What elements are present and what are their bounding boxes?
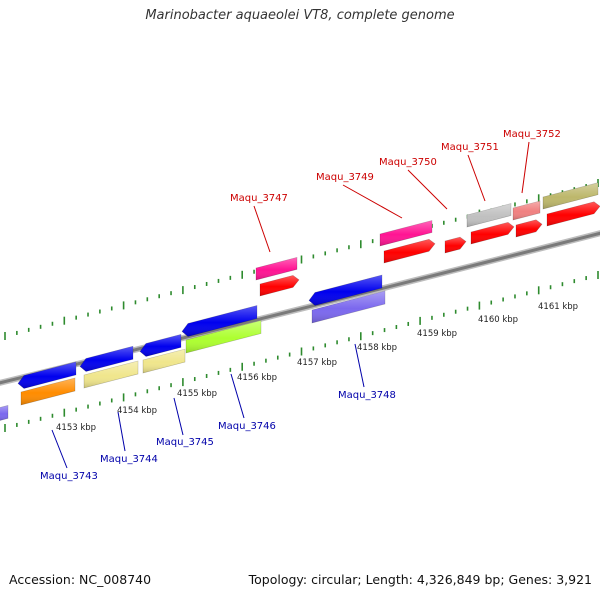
gene-label-maqu-3750: Maqu_3750 (379, 157, 437, 168)
kbp-label: 4160 kbp (478, 315, 518, 325)
leader-line (407, 169, 448, 210)
gene-labels-top: Maqu_3747 Maqu_3749 Maqu_3750 Maqu_3751 … (230, 129, 561, 204)
gene-feature-shading (516, 219, 542, 237)
gene-label-maqu-3745: Maqu_3745 (156, 437, 214, 448)
tick-tracks (4, 179, 599, 432)
gene-feature-shading (21, 377, 75, 405)
gene-feature-shading (380, 220, 432, 246)
leader-line (467, 154, 486, 202)
gene-feature-shading (182, 305, 257, 337)
gene-feature-shading (84, 360, 138, 388)
gene-features (0, 182, 600, 421)
leader-line (173, 397, 184, 436)
gene-label-maqu-3751: Maqu_3751 (441, 142, 499, 153)
kbp-labels: 4153 kbp 4154 kbp 4155 kbp 4156 kbp 4157… (56, 302, 578, 433)
gene-label-maqu-3746: Maqu_3746 (218, 421, 276, 432)
kbp-label: 4153 kbp (56, 423, 96, 433)
gene-feature-shading (140, 334, 181, 357)
gene-feature-shading (143, 349, 185, 373)
leader-line (51, 429, 68, 469)
gene-label-maqu-3748: Maqu_3748 (338, 390, 396, 401)
gene-label-maqu-3743: Maqu_3743 (40, 471, 98, 482)
gene-feature-shading (543, 182, 598, 209)
gene-feature-shading (80, 346, 133, 372)
gene-feature-shading (467, 203, 511, 227)
genome-backbone-core (0, 231, 600, 385)
leader-line (253, 205, 271, 253)
gene-feature-shading (0, 405, 8, 421)
leader-line (354, 343, 365, 388)
gene-feature-shading (186, 320, 261, 353)
kbp-label: 4154 kbp (117, 406, 157, 416)
gene-feature-shading (309, 275, 382, 306)
gene-label-maqu-3747: Maqu_3747 (230, 193, 288, 204)
label-leaders (51, 141, 530, 469)
gene-feature-shading (471, 222, 514, 244)
gene-label-maqu-3752: Maqu_3752 (503, 129, 561, 140)
gene-feature-shading (260, 275, 299, 296)
kbp-label: 4155 kbp (177, 389, 217, 399)
gene-feature-shading (547, 201, 600, 226)
gene-label-maqu-3744: Maqu_3744 (100, 454, 158, 465)
gene-feature-shading (445, 237, 466, 253)
accession-text: Accession: NC_008740 (9, 572, 152, 587)
leader-line (230, 373, 245, 419)
leader-line (521, 141, 530, 194)
leader-line (117, 411, 126, 452)
leader-line (342, 184, 403, 219)
genome-summary-text: Topology: circular; Length: 4,326,849 bp… (248, 572, 592, 587)
gene-feature-shading (256, 257, 297, 280)
map-title: Marinobacter aquaeolei VT8, complete gen… (145, 8, 455, 23)
kbp-label: 4156 kbp (237, 373, 277, 383)
gene-labels-bottom: Maqu_3743 Maqu_3744 Maqu_3745 Maqu_3746 … (40, 390, 396, 482)
gene-feature-shading (18, 361, 76, 389)
kbp-label: 4159 kbp (417, 329, 457, 339)
gene-label-maqu-3749: Maqu_3749 (316, 172, 374, 183)
kbp-label: 4161 kbp (538, 302, 578, 312)
gene-feature-shading (513, 200, 540, 220)
gene-feature-shading (384, 239, 435, 263)
gene-feature-shading (312, 291, 385, 323)
kbp-label: 4157 kbp (297, 358, 337, 368)
kbp-label: 4158 kbp (357, 343, 397, 353)
